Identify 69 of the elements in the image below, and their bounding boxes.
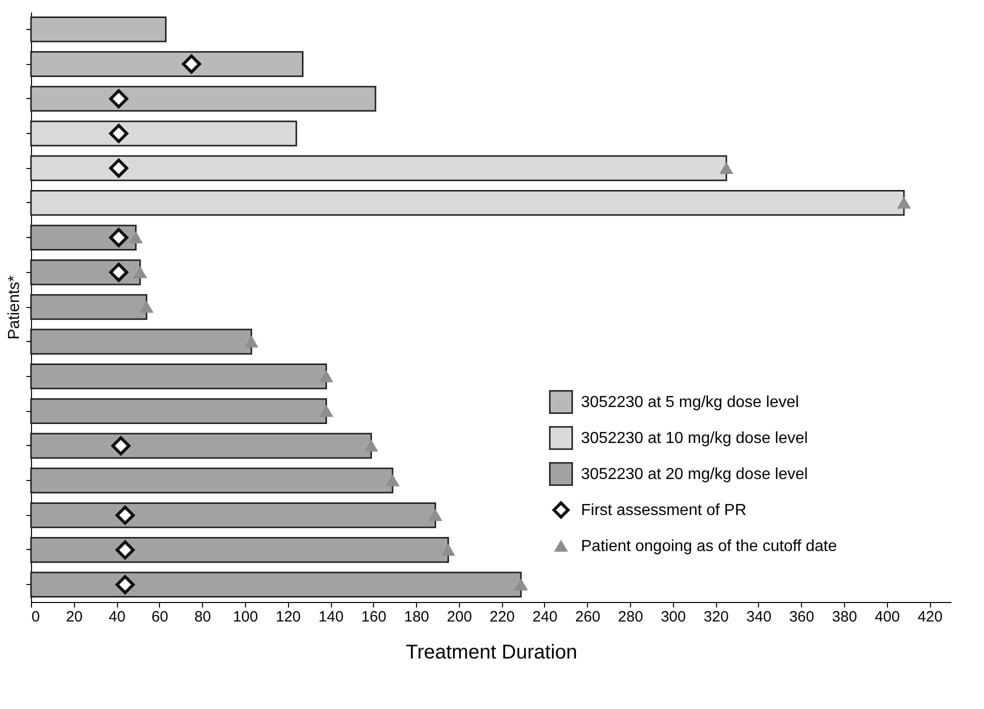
x-tick-label: 0 bbox=[32, 608, 40, 626]
point bbox=[116, 575, 135, 594]
point bbox=[109, 228, 128, 248]
x-tick-label: 100 bbox=[232, 608, 258, 626]
point bbox=[116, 506, 135, 525]
x-tick-label: 140 bbox=[318, 608, 344, 626]
x-tick-label: 320 bbox=[704, 608, 729, 626]
point bbox=[116, 540, 135, 560]
bar bbox=[30, 16, 167, 42]
point bbox=[364, 440, 378, 452]
y-axis-title: Patients* bbox=[6, 275, 23, 340]
bar bbox=[30, 294, 148, 320]
legend-label: Patient ongoing as of the cutoff date bbox=[581, 538, 837, 555]
x-tick-label: 300 bbox=[660, 608, 686, 626]
x-tick-label: 360 bbox=[789, 608, 814, 626]
x-tick-label: 260 bbox=[575, 608, 600, 626]
legend-label: 3052230 at 10 mg/kg dose level bbox=[581, 430, 808, 447]
bar bbox=[30, 537, 449, 563]
point bbox=[244, 336, 258, 348]
bar bbox=[30, 120, 298, 146]
x-tick-label: 80 bbox=[194, 608, 212, 626]
x-tick-label: 40 bbox=[108, 608, 126, 626]
bar bbox=[30, 398, 328, 424]
point bbox=[109, 89, 128, 108]
x-tick-label: 60 bbox=[152, 608, 168, 626]
x-tick-label: 340 bbox=[746, 608, 772, 626]
bar bbox=[30, 468, 394, 494]
point bbox=[320, 370, 333, 382]
x-tick-label: 160 bbox=[361, 608, 386, 626]
bar bbox=[30, 364, 328, 390]
legend-label: 3052230 at 20 mg/kg dose level bbox=[581, 466, 808, 483]
bar bbox=[30, 259, 141, 286]
bar bbox=[30, 190, 905, 216]
bar bbox=[30, 224, 137, 250]
x-tick-label: 420 bbox=[918, 608, 943, 626]
point bbox=[442, 544, 455, 556]
x-tick-label: 240 bbox=[532, 608, 558, 626]
x-tick-label: 400 bbox=[874, 608, 900, 626]
point bbox=[514, 578, 528, 590]
legend-label: First assessment of PR bbox=[581, 502, 746, 519]
bar bbox=[30, 572, 522, 598]
point bbox=[129, 232, 142, 244]
x-tick-label: 180 bbox=[404, 608, 430, 626]
point bbox=[109, 262, 128, 282]
x-axis-title: Treatment Duration bbox=[406, 642, 578, 664]
point bbox=[109, 158, 128, 178]
point bbox=[182, 54, 202, 74]
bar bbox=[30, 432, 372, 459]
x-tick-label: 220 bbox=[490, 608, 515, 626]
point bbox=[720, 162, 733, 174]
bar bbox=[30, 86, 376, 112]
point bbox=[109, 124, 128, 144]
bar bbox=[30, 328, 252, 355]
x-tick-label: 280 bbox=[618, 608, 644, 626]
x-tick-label: 120 bbox=[276, 608, 301, 626]
x-tick-label: 20 bbox=[66, 608, 83, 626]
x-tick-label: 200 bbox=[446, 608, 472, 626]
point bbox=[140, 301, 154, 313]
point bbox=[320, 405, 333, 417]
point bbox=[897, 197, 911, 209]
x-tick-label: 380 bbox=[832, 608, 858, 626]
point bbox=[386, 474, 400, 486]
point bbox=[428, 509, 442, 522]
bar bbox=[30, 51, 304, 77]
bar bbox=[30, 502, 436, 528]
point bbox=[133, 266, 147, 278]
bar bbox=[30, 155, 728, 182]
point bbox=[111, 436, 130, 456]
legend-label: 3052230 at 5 mg/kg dose level bbox=[581, 394, 799, 411]
